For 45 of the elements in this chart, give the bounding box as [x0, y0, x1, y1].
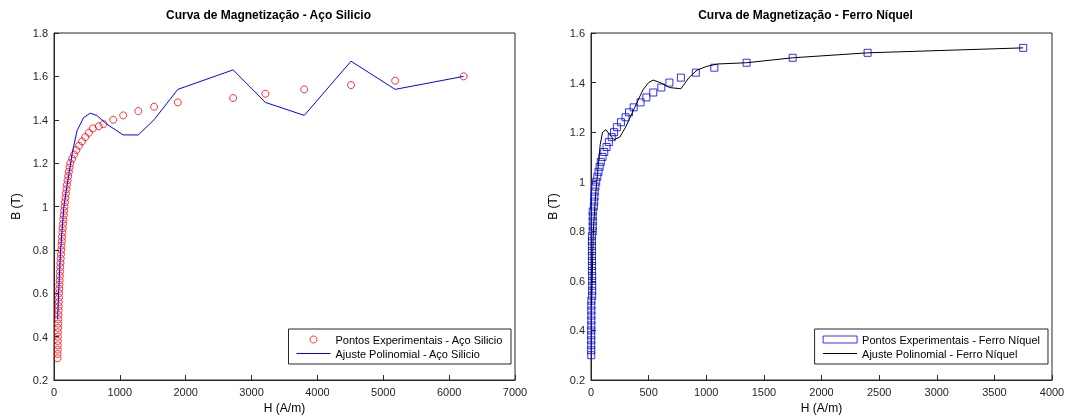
y-axis-title: B (T) [545, 193, 560, 220]
legend-label: Pontos Experimentais - Aço Silicio [335, 333, 503, 346]
x-tick-label: 4000 [1039, 385, 1065, 398]
y-tick-label: 0.2 [32, 374, 48, 386]
x-tick-label: 1000 [107, 385, 133, 398]
y-tick-label: 1.2 [569, 126, 585, 139]
x-axis-title: H (A/m) [263, 400, 306, 415]
y-tick-label: 0.2 [569, 374, 585, 386]
x-tick-label: 5000 [371, 385, 396, 398]
y-tick-label: 0.8 [569, 225, 585, 238]
x-tick-label: 3500 [982, 385, 1007, 398]
x-tick-label: 0 [587, 385, 595, 398]
legend-label: Ajuste Polinomial - Aço Silicio [335, 347, 480, 360]
y-tick-label: 0.8 [32, 243, 48, 256]
y-tick-label: 1.6 [569, 27, 585, 39]
y-tick-label: 1.8 [32, 27, 48, 39]
y-tick-label: 1 [578, 175, 585, 188]
x-tick-label: 2000 [809, 385, 834, 398]
y-tick-label: 1.4 [569, 76, 585, 89]
x-tick-label: 1000 [694, 385, 719, 398]
y-tick-label: 0.4 [32, 330, 48, 343]
x-tick-label: 3000 [239, 385, 264, 398]
x-tick-label: 3000 [924, 385, 949, 398]
chart-title: Curva de Magnetização - Ferro Níquel [698, 8, 913, 22]
x-tick-label: 2000 [173, 385, 198, 398]
y-axis-title: B (T) [8, 193, 23, 220]
y-tick-label: 0.6 [32, 287, 48, 300]
x-tick-label: 1500 [751, 385, 777, 398]
x-tick-label: 6000 [436, 385, 462, 398]
y-tick-label: 1.4 [32, 113, 48, 126]
x-tick-label: 2500 [866, 385, 892, 398]
y-tick-label: 1.6 [32, 70, 48, 83]
x-tick-label: 0 [50, 385, 58, 398]
y-tick-label: 0.4 [569, 324, 585, 337]
x-tick-label: 500 [639, 385, 658, 398]
y-tick-label: 0.6 [569, 274, 585, 287]
y-tick-label: 1.2 [32, 157, 48, 170]
y-tick-label: 1 [41, 200, 48, 213]
x-tick-label: 7000 [502, 385, 528, 398]
x-tick-label: 4000 [305, 385, 330, 398]
line-series [57, 60, 465, 320]
chart-title: Curva de Magnetização - Aço Silicio [166, 8, 371, 22]
legend-label: Pontos Experimentais - Ferro Níquel [862, 333, 1041, 346]
x-axis-title: H (A/m) [800, 400, 843, 415]
legend-label: Ajuste Polinomial - Ferro Níquel [862, 347, 1018, 360]
